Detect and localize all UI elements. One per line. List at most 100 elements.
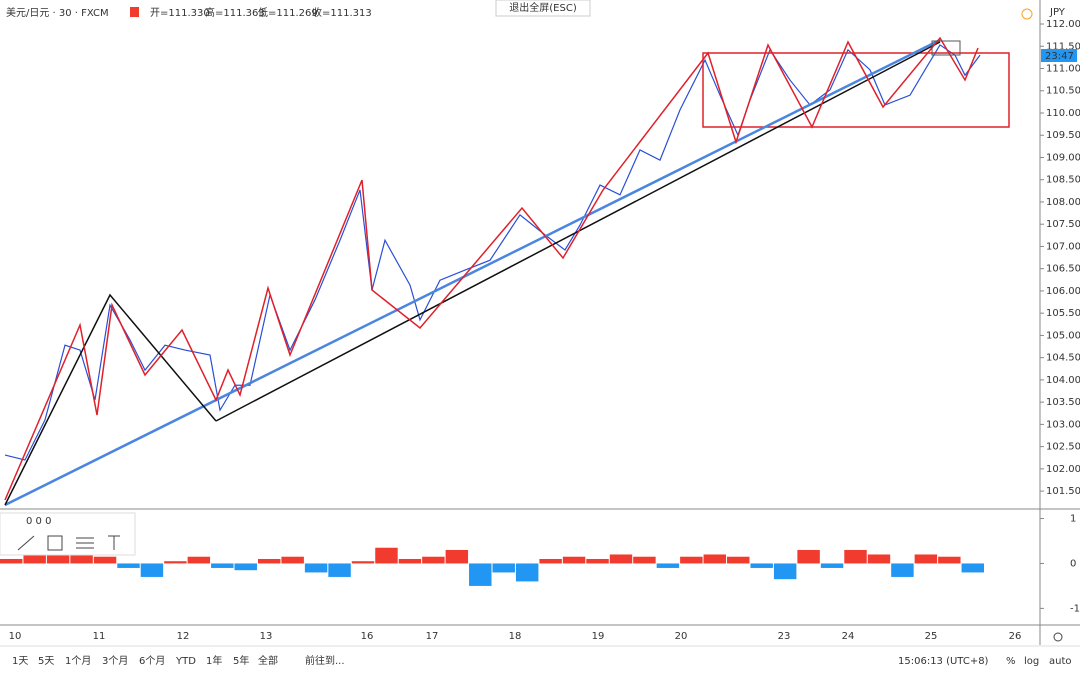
trend-line	[4, 38, 941, 507]
range-button[interactable]: 5天	[38, 656, 54, 667]
y-tick-label: 107.500	[1046, 219, 1080, 230]
y-tick-label: -1	[1070, 603, 1080, 614]
histogram-bar	[680, 556, 703, 564]
x-tick-label: 18	[509, 631, 522, 642]
range-button[interactable]: 1个月	[65, 655, 91, 667]
histogram-bar	[867, 554, 891, 564]
range-button[interactable]: 全部	[258, 654, 278, 667]
histogram-bar	[797, 549, 820, 564]
y-tick-label: 109.000	[1046, 152, 1080, 163]
histogram-bar	[445, 549, 469, 564]
x-tick-label: 24	[842, 631, 855, 642]
range-box	[702, 52, 1010, 128]
exit-button[interactable]	[495, 0, 591, 17]
ohlc-close: 收=111.313	[312, 6, 372, 19]
histogram-bar	[562, 556, 586, 564]
y-tick-label: 107.000	[1046, 241, 1080, 252]
x-tick-label: 26	[1009, 631, 1022, 642]
histogram-bar	[351, 561, 375, 564]
y-tick-label: 105.000	[1046, 330, 1080, 341]
histogram-bar	[257, 558, 281, 564]
histogram-bar	[727, 556, 750, 564]
clock: 15:06:13 (UTC+8)	[898, 656, 989, 667]
countdown: 23:47	[1045, 51, 1074, 62]
histogram-bar	[961, 563, 984, 573]
histogram-bar	[375, 547, 398, 564]
histogram-bar	[0, 558, 23, 564]
y-tick-label: 0	[1070, 558, 1076, 569]
symbol: 美元/日元 · 30 · FXCM	[6, 6, 109, 19]
histogram-bar	[234, 563, 257, 571]
x-tick-label: 20	[675, 631, 688, 642]
percent-button[interactable]: %	[1006, 656, 1016, 667]
drawing-toolbar	[0, 512, 136, 556]
settings-icon[interactable]	[1053, 632, 1063, 642]
range-button[interactable]: 1年	[206, 654, 222, 667]
histogram-bar	[703, 554, 727, 564]
histogram-bar	[117, 563, 140, 568]
x-tick-label: 19	[592, 631, 605, 642]
range-button[interactable]: YTD	[175, 656, 196, 667]
histogram-bar	[422, 556, 445, 564]
flag-icon	[130, 7, 139, 17]
y-tick-label: 108.500	[1046, 175, 1080, 186]
x-tick-label: 10	[9, 631, 22, 642]
range-button[interactable]: 5年	[233, 654, 249, 667]
histogram-bar	[539, 558, 562, 564]
y-tick-label: 105.500	[1046, 308, 1080, 319]
histogram-bar	[328, 563, 351, 577]
x-tick-label: 13	[260, 631, 273, 642]
x-tick-label: 11	[93, 631, 106, 642]
marker-box	[931, 40, 961, 56]
x-tick-label: 25	[925, 631, 938, 642]
histogram-bar	[140, 563, 164, 577]
log-button[interactable]: log	[1024, 656, 1039, 667]
histogram-bar	[281, 556, 304, 564]
histogram-bar	[187, 556, 211, 564]
histogram-bar	[891, 563, 914, 577]
histogram-bar	[211, 563, 234, 568]
histogram-bar	[609, 554, 633, 564]
y-tick-label: 102.500	[1046, 442, 1080, 453]
histogram-bar	[93, 556, 117, 564]
tool-icons[interactable]	[17, 535, 120, 551]
histogram-bar	[938, 556, 961, 564]
x-tick-label: 12	[177, 631, 190, 642]
y-tick-label: 1	[1070, 514, 1076, 525]
ohlc-high: 高=111.363	[205, 6, 265, 19]
y-tick-label: 110.000	[1046, 108, 1080, 119]
y-tick-label: 112.000	[1046, 19, 1080, 30]
histogram-bar	[492, 563, 515, 573]
y-tick-label: 104.500	[1046, 353, 1080, 364]
x-tick-label: 17	[426, 631, 439, 642]
histogram-bar	[820, 563, 844, 568]
histogram-bar	[46, 554, 70, 564]
y-tick-label: 109.500	[1046, 130, 1080, 141]
exit-label[interactable]: 退出全屏(ESC)	[509, 1, 577, 14]
goto-button[interactable]: 前往到...	[305, 654, 345, 667]
histogram-bar	[750, 563, 773, 568]
ohlc-low: 低=111.269	[258, 6, 318, 19]
zigzag	[4, 293, 217, 506]
y-tick-label: 103.000	[1046, 419, 1080, 430]
y-tick-label: 106.000	[1046, 286, 1080, 297]
histogram-bar	[164, 561, 187, 564]
currency: JPY	[1049, 7, 1066, 18]
auto-button[interactable]: auto	[1049, 656, 1072, 667]
histogram-bar	[304, 563, 328, 573]
range-button[interactable]: 6个月	[139, 655, 165, 667]
y-tick-label: 108.000	[1046, 197, 1080, 208]
histogram-bar	[70, 552, 93, 564]
x-tick-label: 23	[778, 631, 791, 642]
range-button[interactable]: 3个月	[102, 655, 128, 667]
histogram-bar	[469, 563, 492, 586]
histogram-bar	[633, 556, 656, 564]
wave-lines	[4, 36, 979, 501]
histogram-bar	[914, 554, 938, 564]
indicator-legend: 0 0 0	[26, 516, 51, 527]
y-tick-label: 110.500	[1046, 86, 1080, 97]
y-tick-label: 103.500	[1046, 397, 1080, 408]
range-button[interactable]: 1天	[12, 656, 28, 667]
alert-icon[interactable]	[1021, 8, 1033, 20]
